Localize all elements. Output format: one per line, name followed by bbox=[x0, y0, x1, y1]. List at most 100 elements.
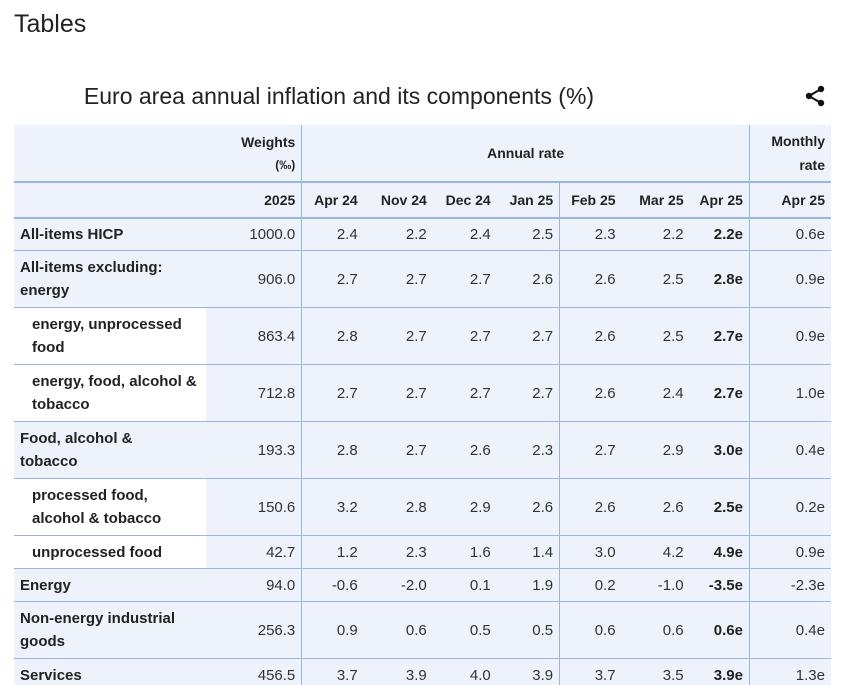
header-row-periods: 2025 Apr 24 Nov 24 Dec 24 Jan 25 Feb 25 … bbox=[14, 181, 831, 219]
cell: 3.5 bbox=[621, 658, 690, 685]
cell: 3.7 bbox=[559, 658, 622, 685]
cell-monthly: 0.9e bbox=[748, 535, 831, 569]
cell: 2.7 bbox=[363, 421, 433, 479]
cell: 2.8 bbox=[301, 421, 364, 479]
cell: 2.5 bbox=[496, 218, 560, 251]
cell: 0.5 bbox=[432, 601, 497, 659]
cell-latest: 4.9e bbox=[689, 535, 750, 569]
cell: 2.7 bbox=[363, 250, 433, 308]
cell-weight: 712.8 bbox=[205, 364, 302, 422]
cell: 2.4 bbox=[301, 218, 364, 251]
cell: 2.2 bbox=[363, 218, 433, 251]
row-label: processed food, alcohol & tobacco bbox=[14, 478, 206, 536]
table-row: Energy 94.0 -0.6 -2.0 0.1 1.9 0.2 -1.0 -… bbox=[14, 568, 831, 602]
row-label: Services bbox=[14, 658, 206, 685]
cell: 3.0 bbox=[559, 535, 622, 569]
cell-weight: 863.4 bbox=[205, 307, 302, 365]
table-row: unprocessed food 42.7 1.2 2.3 1.6 1.4 3.… bbox=[14, 535, 831, 569]
cell-latest: 2.5e bbox=[689, 478, 750, 536]
header-col-weights-year: 2025 bbox=[205, 181, 302, 219]
row-label: unprocessed food bbox=[14, 535, 206, 569]
header-label-blank bbox=[14, 181, 206, 219]
header-col-period: Apr 25 bbox=[689, 181, 750, 219]
cell-monthly: 0.4e bbox=[748, 601, 831, 659]
header-row-groups: Weights (‰) Annual rate Monthly rate bbox=[14, 125, 831, 182]
cell-latest: 2.2e bbox=[689, 218, 750, 251]
cell: 2.9 bbox=[432, 478, 497, 536]
cell-weight: 193.3 bbox=[205, 421, 302, 479]
header-col-monthly-period: Apr 25 bbox=[748, 181, 831, 219]
cell: 2.7 bbox=[301, 250, 364, 308]
cell: 2.9 bbox=[621, 421, 690, 479]
row-label: All-items excluding: energy bbox=[14, 250, 206, 308]
cell-monthly: 0.9e bbox=[748, 250, 831, 308]
cell: 0.6 bbox=[621, 601, 690, 659]
header-weights-label: Weights bbox=[241, 133, 296, 150]
cell: 2.2 bbox=[621, 218, 690, 251]
cell-monthly: 0.2e bbox=[748, 478, 831, 536]
cell: 2.6 bbox=[496, 250, 560, 308]
cell-latest: 3.9e bbox=[689, 658, 750, 685]
header-monthly-rate: Monthly rate bbox=[748, 125, 831, 182]
cell-monthly: 0.9e bbox=[748, 307, 831, 365]
row-label: Non-energy industrial goods bbox=[14, 601, 206, 659]
cell: 1.4 bbox=[496, 535, 560, 569]
cell-weight: 256.3 bbox=[205, 601, 302, 659]
cell-weight: 150.6 bbox=[205, 478, 302, 536]
cell-monthly: 0.6e bbox=[748, 218, 831, 251]
cell: 3.2 bbox=[301, 478, 364, 536]
cell: 2.7 bbox=[496, 307, 560, 365]
cell-weight: 42.7 bbox=[205, 535, 302, 569]
cell: 1.6 bbox=[432, 535, 497, 569]
cell-monthly: 1.0e bbox=[748, 364, 831, 422]
row-label: Energy bbox=[14, 568, 206, 602]
cell-monthly: -2.3e bbox=[748, 568, 831, 602]
cell-latest: 2.8e bbox=[689, 250, 750, 308]
cell: 3.7 bbox=[301, 658, 364, 685]
cell: 2.7 bbox=[301, 364, 364, 422]
cell: 2.7 bbox=[559, 421, 622, 479]
table-title: Euro area annual inflation and its compo… bbox=[83, 83, 595, 109]
cell: 4.0 bbox=[432, 658, 497, 685]
cell: 2.8 bbox=[301, 307, 364, 365]
cell: 2.7 bbox=[432, 364, 497, 422]
header-col-period: Feb 25 bbox=[559, 181, 622, 219]
cell: -0.6 bbox=[301, 568, 364, 602]
cell: 2.6 bbox=[559, 364, 622, 422]
table-row: All-items HICP 1000.0 2.4 2.2 2.4 2.5 2.… bbox=[14, 218, 831, 251]
cell-latest: 2.7e bbox=[689, 307, 750, 365]
cell-latest: 0.6e bbox=[689, 601, 750, 659]
cell: -2.0 bbox=[363, 568, 433, 602]
header-monthly-line1: Monthly bbox=[771, 133, 825, 149]
cell: 2.6 bbox=[621, 478, 690, 536]
cell: 2.5 bbox=[621, 250, 690, 308]
header-col-period: Apr 24 bbox=[301, 181, 364, 219]
header-col-period: Dec 24 bbox=[432, 181, 497, 219]
cell: 2.6 bbox=[559, 478, 622, 536]
share-icon[interactable] bbox=[803, 84, 827, 108]
cell-latest: -3.5e bbox=[689, 568, 750, 602]
cell: 0.6 bbox=[559, 601, 622, 659]
cell: 4.2 bbox=[621, 535, 690, 569]
row-label: energy, food, alcohol & tobacco bbox=[14, 364, 206, 422]
row-label: All-items HICP bbox=[14, 218, 206, 251]
section-title: Tables bbox=[14, 10, 87, 38]
cell: 2.7 bbox=[432, 307, 497, 365]
cell: 2.7 bbox=[496, 364, 560, 422]
cell: 1.9 bbox=[496, 568, 560, 602]
cell: 2.6 bbox=[559, 250, 622, 308]
table-row: energy, unprocessed food 863.4 2.8 2.7 2… bbox=[14, 307, 831, 365]
cell-weight: 94.0 bbox=[205, 568, 302, 602]
cell: 0.5 bbox=[496, 601, 560, 659]
cell: 2.6 bbox=[496, 478, 560, 536]
table-row: energy, food, alcohol & tobacco 712.8 2.… bbox=[14, 364, 831, 422]
cell: 1.2 bbox=[301, 535, 364, 569]
table-row: processed food, alcohol & tobacco 150.6 … bbox=[14, 478, 831, 536]
header-col-period: Mar 25 bbox=[621, 181, 690, 219]
cell: 3.9 bbox=[363, 658, 433, 685]
cell: 0.6 bbox=[363, 601, 433, 659]
cell: 2.4 bbox=[432, 218, 497, 251]
header-blank bbox=[14, 125, 206, 182]
cell-monthly: 1.3e bbox=[748, 658, 831, 685]
